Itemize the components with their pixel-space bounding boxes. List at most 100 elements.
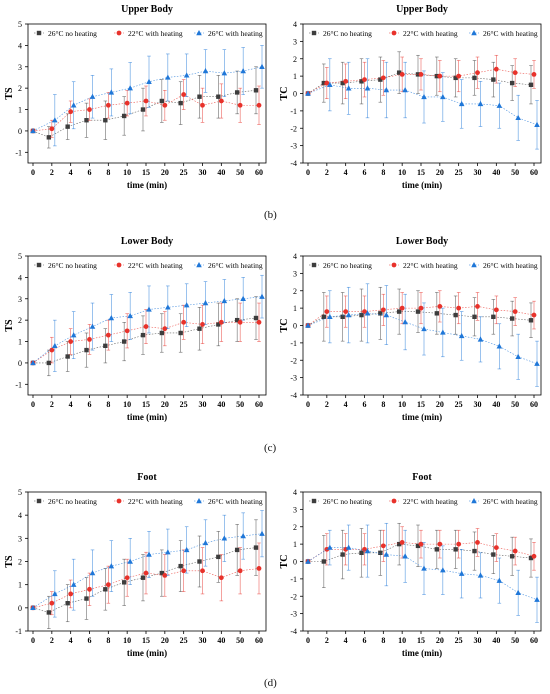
data-point bbox=[383, 87, 390, 93]
data-point bbox=[221, 70, 228, 76]
y-tick-label: 1 bbox=[18, 338, 22, 347]
data-point bbox=[46, 135, 52, 140]
data-point bbox=[127, 558, 133, 564]
legend-marker bbox=[116, 262, 122, 268]
data-point bbox=[399, 305, 405, 311]
data-point bbox=[181, 92, 187, 97]
x-tick-label: 10 bbox=[123, 636, 131, 645]
x-tick-label: 0 bbox=[31, 168, 35, 177]
y-tick-label: -2 bbox=[290, 124, 297, 133]
data-point bbox=[178, 100, 183, 106]
plot-frame bbox=[27, 23, 267, 164]
panel-letter-b: (b) bbox=[264, 209, 277, 221]
y-tick-label: -2 bbox=[290, 356, 297, 365]
data-point bbox=[197, 326, 202, 331]
data-point bbox=[70, 581, 77, 587]
y-tick-label: 1 bbox=[18, 106, 22, 115]
data-point bbox=[528, 82, 534, 88]
legend-marker bbox=[311, 30, 317, 36]
data-point bbox=[140, 332, 146, 338]
data-point bbox=[103, 587, 108, 592]
data-point bbox=[493, 545, 499, 550]
x-tick-label: 8 bbox=[106, 168, 110, 177]
y-tick-label: 4 bbox=[293, 252, 297, 261]
x-tick-label: 30 bbox=[199, 636, 207, 645]
y-tick-label: -1 bbox=[15, 627, 22, 636]
data-point bbox=[364, 310, 371, 316]
data-point bbox=[216, 322, 221, 327]
data-point bbox=[359, 550, 364, 556]
data-point bbox=[162, 326, 168, 332]
data-point bbox=[418, 541, 424, 547]
data-point bbox=[178, 330, 183, 336]
data-point bbox=[46, 610, 52, 615]
x-tick-label: 25 bbox=[180, 636, 188, 645]
data-point bbox=[70, 102, 77, 108]
x-tick-label: 30 bbox=[474, 400, 482, 409]
data-point bbox=[359, 312, 364, 318]
data-point bbox=[108, 89, 115, 95]
data-point bbox=[321, 559, 327, 564]
data-point bbox=[453, 75, 458, 81]
x-tick-label: 50 bbox=[236, 400, 244, 409]
plot-frame bbox=[302, 255, 542, 396]
data-point bbox=[240, 533, 246, 539]
data-point bbox=[402, 87, 408, 93]
y-tick-label: -1 bbox=[15, 148, 22, 157]
y-tick-label: 0 bbox=[18, 604, 22, 613]
y-tick-label: 3 bbox=[293, 505, 297, 514]
legend-entry: 26°C no heating bbox=[48, 497, 97, 506]
legend-marker bbox=[391, 262, 397, 268]
legend-marker bbox=[471, 262, 477, 268]
series-line bbox=[32, 533, 263, 609]
y-tick-label: 0 bbox=[18, 127, 22, 136]
x-tick-label: 60 bbox=[530, 400, 538, 409]
data-point bbox=[202, 539, 209, 546]
data-point bbox=[49, 126, 55, 132]
data-point bbox=[143, 98, 149, 104]
data-point bbox=[437, 303, 443, 309]
data-point bbox=[531, 71, 537, 77]
x-tick-label: 10 bbox=[398, 400, 406, 409]
x-tick-label: 4 bbox=[69, 400, 73, 409]
x-tick-label: 2 bbox=[50, 168, 54, 177]
data-point bbox=[87, 107, 92, 112]
legend-entry: 26°C no heating bbox=[48, 261, 97, 270]
x-axis-label: time (min) bbox=[402, 180, 442, 190]
x-tick-label: 6 bbox=[88, 636, 92, 645]
data-point bbox=[418, 71, 424, 77]
x-tick-label: 25 bbox=[455, 636, 463, 645]
y-tick-label: 1 bbox=[293, 72, 297, 81]
y-tick-label: 2 bbox=[18, 84, 22, 93]
data-point bbox=[68, 339, 74, 344]
x-tick-label: 25 bbox=[180, 168, 188, 177]
x-tick-label: 4 bbox=[69, 168, 73, 177]
data-point bbox=[453, 547, 458, 552]
x-tick-label: 40 bbox=[492, 168, 500, 177]
data-point bbox=[165, 74, 171, 80]
y-tick-label: 1 bbox=[293, 540, 297, 549]
data-point bbox=[234, 547, 240, 553]
data-point bbox=[528, 318, 534, 323]
data-point bbox=[491, 77, 496, 82]
legend-marker bbox=[471, 498, 477, 504]
data-point bbox=[534, 596, 540, 602]
data-point bbox=[305, 322, 311, 328]
legend-entry: 26°C no heating bbox=[323, 497, 372, 506]
data-point bbox=[65, 354, 70, 359]
data-point bbox=[49, 600, 55, 606]
data-point bbox=[383, 551, 390, 557]
x-axis-label: time (min) bbox=[402, 412, 442, 422]
data-point bbox=[359, 79, 364, 84]
data-point bbox=[30, 604, 36, 611]
legend-marker bbox=[196, 262, 202, 268]
y-tick-label: 3 bbox=[18, 534, 22, 543]
x-tick-label: 50 bbox=[236, 168, 244, 177]
data-point bbox=[52, 590, 58, 597]
data-point bbox=[46, 360, 52, 366]
data-point bbox=[378, 77, 383, 82]
legend-entry: 26°C with heating bbox=[483, 261, 538, 270]
